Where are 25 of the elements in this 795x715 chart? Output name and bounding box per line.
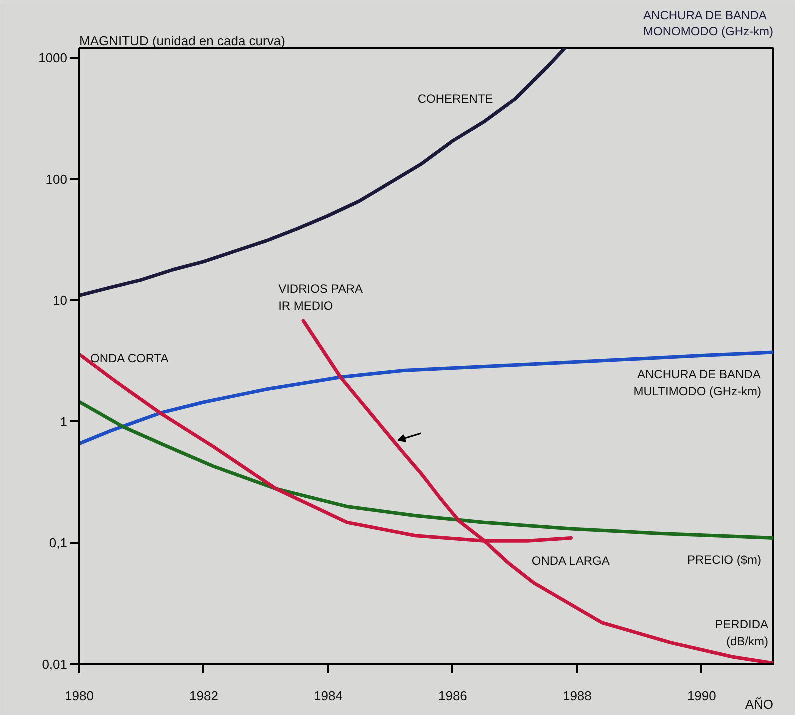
x-tick-label: 1990 — [687, 688, 716, 704]
x-tick-label: 1988 — [562, 688, 592, 704]
annotation: ONDA LARGA — [532, 554, 610, 568]
y-tick-label: 1 — [60, 414, 68, 430]
x-tick-label: 1980 — [65, 688, 94, 704]
series-label: PRECIO ($m) — [687, 553, 762, 568]
y-tick-label: 0,1 — [49, 536, 68, 551]
x-axis-title: AÑO — [745, 697, 774, 712]
annotation: VIDRIOS PARA IR MEDIO — [278, 282, 364, 313]
y-tick-label: 0,01 — [42, 657, 68, 672]
x-tick-label: 1986 — [438, 688, 468, 704]
y-tick-label: 10 — [53, 293, 68, 308]
line-series — [80, 48, 567, 298]
series-label: PERDIDA (dB/km) — [715, 618, 769, 648]
x-tick-label: 1982 — [190, 688, 218, 704]
annotation: ONDA CORTA — [90, 351, 169, 366]
y-axis-title: MAGNITUD (unidad en cada curva) — [80, 34, 286, 48]
y-tick-label: 100 — [46, 172, 68, 187]
y-tick-label: 1000 — [38, 50, 68, 66]
annotation: COHERENTE — [418, 92, 494, 106]
line-series — [80, 400, 774, 540]
line-series — [80, 350, 774, 446]
text: ANCHURA DE BANDA MONOMODO (GHz-km) — [644, 8, 774, 38]
x-tick-label: 1984 — [314, 688, 343, 704]
series-label: ANCHURA DE BANDA MULTIMODO (GHz-km) — [634, 367, 762, 398]
